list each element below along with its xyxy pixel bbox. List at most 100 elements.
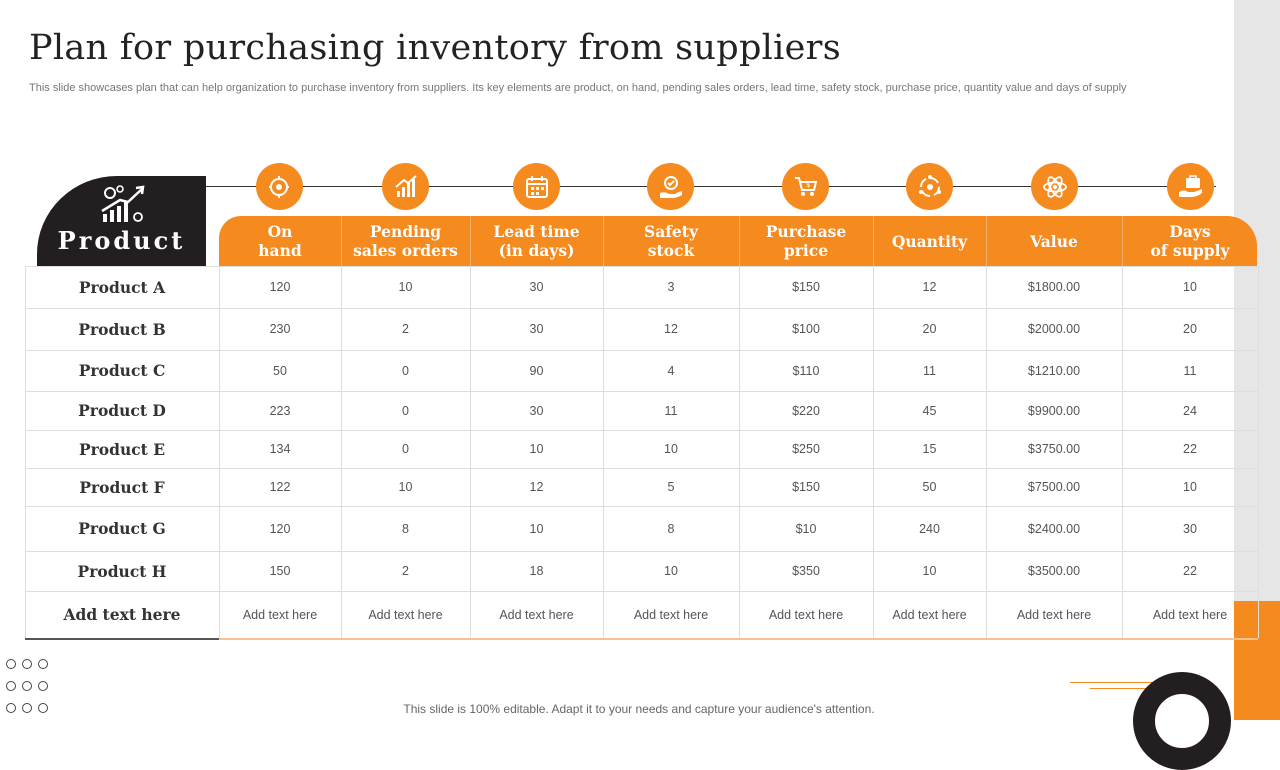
table-cell: 30 (529, 322, 544, 336)
row-divider (25, 591, 1258, 592)
table-cell: 223 (269, 403, 291, 418)
column-header: Value (1030, 231, 1078, 251)
table-cell: $2000.00 (1027, 322, 1081, 336)
table-cell: $350 (792, 564, 820, 578)
table-cell: Add text here (368, 607, 443, 622)
row-divider (25, 391, 1258, 392)
table-cell: 10 (664, 564, 678, 578)
row-product-label: Product E (78, 439, 166, 459)
table-cell: 22 (1183, 442, 1197, 456)
decor-dot (22, 659, 32, 669)
hand-heart-icon (647, 163, 694, 210)
row-divider (25, 266, 1258, 267)
column-divider (219, 266, 220, 638)
table-cell: 11 (1183, 363, 1197, 378)
column-header: Pending sales orders (353, 222, 458, 260)
table-cell: Add text here (499, 607, 574, 622)
table-cell: $7500.00 (1027, 480, 1081, 494)
table-cell: 5 (667, 480, 675, 494)
decor-dot (22, 681, 32, 691)
row-product-label: Product G (78, 519, 166, 538)
table-cell: $150 (792, 280, 820, 294)
column-divider (25, 266, 26, 638)
column-header: Lead time (in days) (493, 222, 580, 260)
icon-connector-line (206, 186, 1216, 187)
table-cell: $1210.00 (1027, 363, 1081, 378)
growth-gears-icon (101, 185, 145, 222)
table-cell: 18 (529, 564, 544, 578)
table-bottom-border-accent (219, 638, 1258, 640)
table-cell: 15 (922, 442, 937, 456)
row-divider (25, 350, 1258, 351)
row-divider (25, 551, 1258, 552)
table-cell: 10 (1183, 280, 1197, 294)
table-cell: 11 (664, 403, 678, 418)
column-header: On hand (258, 222, 302, 260)
table-cell: 120 (269, 521, 291, 536)
table-cell: Add text here (768, 607, 844, 622)
table-cell: 10 (398, 280, 413, 294)
table-cell: $9900.00 (1027, 403, 1081, 418)
column-header: Days of supply (1150, 222, 1230, 260)
column-divider (1122, 266, 1123, 638)
table-cell: 8 (402, 521, 409, 536)
column-divider (341, 266, 342, 638)
column-header-bar (219, 216, 1257, 266)
table-cell: 134 (269, 442, 291, 456)
header-separator (739, 216, 740, 266)
table-cell: 122 (269, 480, 291, 494)
table-cell: 90 (529, 363, 544, 378)
hand-briefcase-icon (1167, 163, 1214, 210)
header-separator (1122, 216, 1123, 266)
table-cell: 0 (402, 363, 409, 378)
column-divider (739, 266, 740, 638)
decor-line (1070, 682, 1168, 683)
row-divider (25, 506, 1258, 507)
table-cell: $10 (795, 521, 817, 536)
product-header-label: Product (57, 226, 186, 255)
row-divider (25, 430, 1258, 431)
decor-dot (22, 703, 32, 713)
table-bottom-border-dark (25, 638, 219, 640)
table-cell: 10 (529, 442, 544, 456)
atom-icon (1031, 163, 1078, 210)
table-cell: 30 (529, 403, 544, 418)
table-cell: $3500.00 (1027, 564, 1081, 578)
table-cell: 45 (922, 403, 937, 418)
table-cell: 240 (919, 521, 940, 536)
row-product-label: Product H (77, 561, 167, 581)
footer-note: This slide is 100% editable. Adapt it to… (403, 702, 875, 716)
column-divider (603, 266, 604, 638)
table-cell: 8 (667, 521, 675, 536)
decor-dot (38, 659, 48, 669)
growth-chart-icon (382, 163, 429, 210)
right-side-strip (1234, 0, 1280, 720)
decor-dot (38, 681, 48, 691)
table-cell: $1800.00 (1027, 280, 1081, 294)
product-header: Product (37, 176, 206, 266)
table-cell: 10 (398, 480, 413, 494)
decor-line (1090, 688, 1188, 689)
table-cell: 11 (923, 363, 936, 378)
decor-dot (6, 681, 16, 691)
shopping-cart-icon: $ (782, 163, 829, 210)
table-cell: Add text here (633, 607, 709, 622)
table-cell: 4 (667, 363, 675, 378)
header-separator (873, 216, 874, 266)
header-separator (986, 216, 987, 266)
table-cell: $100 (792, 322, 820, 336)
table-cell: 150 (269, 564, 291, 578)
row-product-label: Product F (79, 477, 165, 497)
table-cell: 12 (664, 322, 678, 336)
table-cell: 24 (1183, 403, 1197, 418)
page-subtitle: This slide showcases plan that can help … (29, 82, 1127, 94)
table-cell: 120 (269, 280, 291, 294)
table-cell: $220 (792, 403, 820, 418)
table-cell: 30 (529, 280, 544, 294)
table-cell: $2400.00 (1027, 521, 1081, 536)
header-separator (603, 216, 604, 266)
column-header: Purchase price (765, 222, 847, 260)
table-cell: 22 (1183, 564, 1197, 578)
decor-dot (6, 659, 16, 669)
row-divider (25, 468, 1258, 469)
